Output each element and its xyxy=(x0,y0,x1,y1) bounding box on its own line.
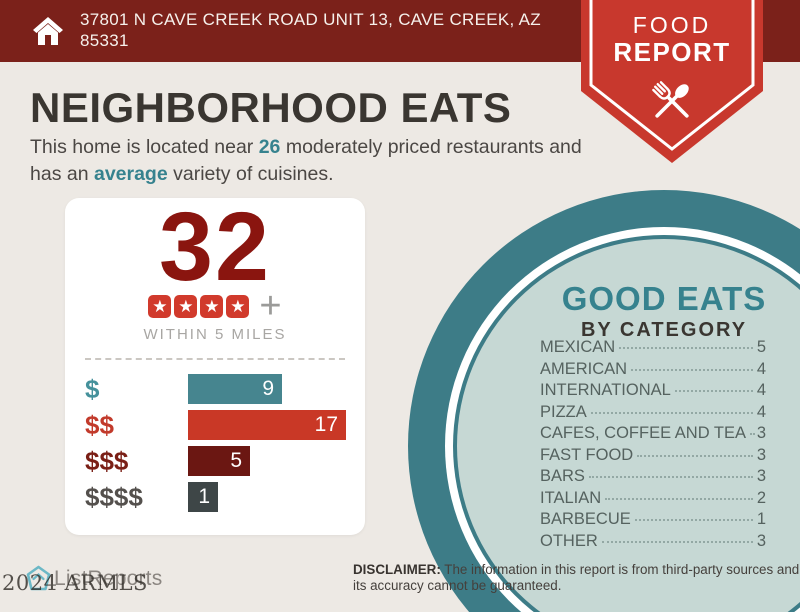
property-address: 37801 N CAVE CREEK ROAD UNIT 13, CAVE CR… xyxy=(80,10,541,51)
subtitle-line-2: has an average variety of cuisines. xyxy=(30,161,590,188)
category-circle-fill xyxy=(457,239,800,612)
restaurant-summary-card: 32 ★ ★ ★ ★ + WITHIN 5 MILES $9 $$ 17 $$$ 5 $$$$ 1 xyxy=(65,198,365,535)
category-count: 5 xyxy=(756,338,766,356)
price-tier-row: $$$ 5 xyxy=(85,446,355,476)
dotted-leader xyxy=(588,476,753,478)
category-row: FAST FOOD 3 xyxy=(540,446,766,468)
category-row: PIZZA 4 xyxy=(540,403,766,425)
category-list: MEXICAN 5 AMERICAN 4 INTERNATIONAL 4 PIZZA 4 CAF… xyxy=(540,338,766,553)
price-tier-bar: 1 xyxy=(188,482,218,512)
category-count: 3 xyxy=(756,445,766,464)
subtitle-text: moderately priced restaurants and xyxy=(280,136,582,158)
subtitle-line-1: This home is located near 26 moderately … xyxy=(30,134,590,161)
address-line-1: 37801 N CAVE CREEK ROAD UNIT 13, CAVE CR… xyxy=(80,10,541,30)
dotted-leader xyxy=(590,411,753,414)
dotted-leader xyxy=(631,368,753,371)
price-tier-bar-chart: $9 $$ 17 $$$ 5 $$$$ 1 xyxy=(85,374,355,518)
armls-watermark: 2024 ARMLS xyxy=(2,571,148,595)
price-tier-row: $$$$ 1 xyxy=(85,482,355,512)
category-name: BARS xyxy=(540,467,585,485)
star-icon: ★ xyxy=(226,295,250,318)
price-tier-label: $$ xyxy=(85,409,114,440)
category-name: PIZZA xyxy=(540,402,587,421)
price-tier-value: 1 xyxy=(198,485,210,508)
disclaimer-body: The information in this report is from t… xyxy=(353,562,800,593)
good-eats-heading: GOOD EATS BY CATEGORY xyxy=(514,280,800,342)
category-row: BARBECUE 1 xyxy=(540,510,766,532)
good-eats-title: GOOD EATS xyxy=(561,280,767,317)
badge-title-report: REPORT xyxy=(613,37,731,67)
category-row: ITALIAN 2 xyxy=(540,489,766,511)
dotted-leader xyxy=(749,433,753,435)
price-tier-label: $$$$ xyxy=(85,481,143,512)
category-count: 4 xyxy=(756,359,766,378)
price-tier-value: 9 xyxy=(262,377,274,400)
address-line-2: 85331 xyxy=(80,31,129,50)
subtitle-text: This home is located near xyxy=(30,136,259,158)
restaurant-count: 26 xyxy=(258,136,281,158)
category-row: OTHER 3 xyxy=(540,532,766,554)
price-tier-bar: 5 xyxy=(188,446,250,476)
category-count: 4 xyxy=(756,402,766,421)
category-row: INTERNATIONAL 4 xyxy=(540,381,766,403)
category-count: 3 xyxy=(756,424,766,442)
price-tier-value: 5 xyxy=(230,449,242,472)
dotted-leader xyxy=(619,347,753,349)
price-tier-row: $$ 17 xyxy=(85,410,355,440)
total-restaurants-number: 32 xyxy=(159,192,271,301)
dotted-leader xyxy=(637,454,753,457)
disclaimer-text: DISCLAIMER: The information in this repo… xyxy=(353,562,800,594)
page-title: NEIGHBORHOOD EATS xyxy=(30,84,512,131)
price-tier-bar: 9 xyxy=(188,374,282,404)
dotted-leader xyxy=(605,497,753,500)
listreports-house-icon xyxy=(26,565,51,591)
plus-icon: + xyxy=(259,285,282,327)
category-name: BARBECUE xyxy=(540,510,631,528)
category-count: 3 xyxy=(756,531,766,550)
category-count: 1 xyxy=(756,510,766,528)
category-name: OTHER xyxy=(540,531,598,550)
price-tier-bar: 17 xyxy=(188,410,346,440)
badge-ribbon-shape xyxy=(581,0,763,163)
radius-label: WITHIN 5 MILES xyxy=(143,326,287,343)
variety-highlight: average xyxy=(93,162,168,185)
category-row: CAFES, COFFEE AND TEA 3 xyxy=(540,424,766,446)
page-subtitle: This home is located near 26 moderately … xyxy=(30,134,590,187)
star-icon: ★ xyxy=(200,295,224,318)
subtitle-text: variety of cuisines. xyxy=(167,162,334,185)
category-count: 2 xyxy=(756,488,766,507)
badge-title-food: FOOD xyxy=(632,12,712,38)
star-icon: ★ xyxy=(174,295,198,318)
category-row: MEXICAN 5 xyxy=(540,338,766,360)
price-tier-value: 17 xyxy=(314,413,338,436)
star-icon: ★ xyxy=(148,295,172,318)
price-tier-row: $9 xyxy=(85,374,355,404)
good-eats-subtitle: BY CATEGORY xyxy=(580,319,748,341)
category-count: 3 xyxy=(756,467,766,485)
category-name: CAFES, COFFEE AND TEA xyxy=(540,424,746,442)
dotted-leader xyxy=(634,519,753,521)
category-row: AMERICAN 4 xyxy=(540,360,766,382)
category-count: 4 xyxy=(756,381,766,399)
category-name: FAST FOOD xyxy=(540,445,634,464)
category-row: BARS 3 xyxy=(540,467,766,489)
dotted-leader xyxy=(601,540,753,543)
subtitle-text: has an xyxy=(30,162,94,185)
food-report-badge: FOOD REPORT xyxy=(577,0,767,168)
price-tier-label: $$$ xyxy=(85,445,129,476)
dotted-leader xyxy=(674,390,753,392)
category-name: INTERNATIONAL xyxy=(540,381,671,399)
listreports-logo-text: ListReports xyxy=(54,566,163,590)
listreports-logo: ListReports xyxy=(26,565,162,592)
dashed-divider xyxy=(85,358,345,360)
price-tier-label: $ xyxy=(85,373,100,404)
star-rating-row: ★ ★ ★ ★ + xyxy=(65,285,365,327)
fork-and-spoon-icon xyxy=(652,81,689,118)
category-name: AMERICAN xyxy=(540,359,628,378)
category-name: ITALIAN xyxy=(540,488,602,507)
disclaimer-label: DISCLAIMER: xyxy=(353,562,441,577)
home-icon xyxy=(33,17,63,45)
category-name: MEXICAN xyxy=(540,338,616,356)
